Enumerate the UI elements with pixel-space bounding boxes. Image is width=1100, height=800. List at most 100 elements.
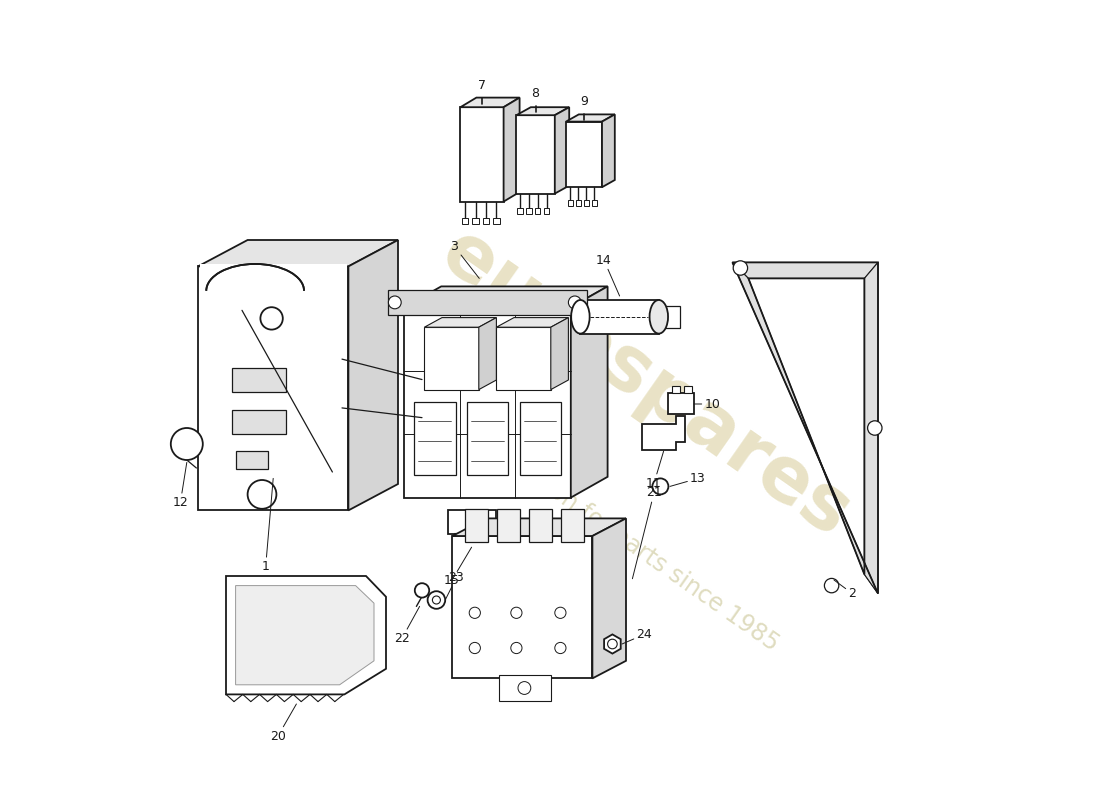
Circle shape [432,596,440,604]
Polygon shape [551,318,569,390]
Bar [232,410,286,434]
Circle shape [388,296,401,309]
Text: 13: 13 [670,472,706,486]
Bar [472,218,478,224]
Ellipse shape [650,300,668,334]
Polygon shape [733,262,878,594]
Text: 14: 14 [596,254,619,296]
Bar [669,393,694,414]
Polygon shape [865,262,878,594]
Bar [535,208,540,214]
Circle shape [428,591,446,609]
Text: a passion for parts since 1985: a passion for parts since 1985 [476,432,783,656]
Bar [236,451,268,469]
Text: 2: 2 [834,580,856,600]
Polygon shape [425,327,478,390]
Polygon shape [425,318,496,327]
Text: 11: 11 [646,451,663,490]
Polygon shape [496,318,569,327]
Text: 15: 15 [443,547,472,587]
Bar [483,533,493,545]
Bar [232,368,286,392]
Text: 3: 3 [450,240,480,278]
Polygon shape [235,586,374,685]
Text: 1: 1 [262,478,273,573]
Text: 12: 12 [173,462,188,509]
Bar [672,386,680,393]
Text: 21: 21 [632,486,662,578]
Bar [199,264,346,294]
Bar [543,208,549,214]
Polygon shape [461,107,504,202]
Polygon shape [405,307,571,498]
Polygon shape [478,318,496,390]
Text: eurospares: eurospares [427,215,865,553]
Bar [466,402,508,475]
Polygon shape [733,262,878,278]
Polygon shape [593,518,626,678]
Polygon shape [496,327,551,390]
Text: 22: 22 [394,606,419,645]
Circle shape [248,480,276,509]
Ellipse shape [571,300,590,334]
Bar [454,533,463,545]
Circle shape [261,307,283,330]
Polygon shape [504,98,519,202]
Bar [517,208,522,214]
Bar [529,509,551,542]
Bar [568,200,573,206]
Circle shape [415,583,429,598]
Text: 10: 10 [694,398,720,410]
Bar [657,306,681,328]
Polygon shape [604,634,620,654]
Polygon shape [566,114,615,122]
Polygon shape [516,115,554,194]
Bar [483,218,490,224]
Bar [584,200,590,206]
Bar [684,386,692,393]
Circle shape [607,639,617,649]
Circle shape [554,607,566,618]
Polygon shape [405,286,607,307]
Bar [498,675,551,701]
Bar [526,208,531,214]
Circle shape [734,261,748,275]
Circle shape [470,607,481,618]
Bar [448,510,496,534]
Text: 8: 8 [531,87,540,100]
Circle shape [518,682,531,694]
Bar [575,200,581,206]
Polygon shape [461,98,519,107]
Polygon shape [452,518,626,536]
Bar [592,200,597,206]
Bar [561,509,584,542]
Circle shape [554,642,566,654]
Text: 9: 9 [581,95,589,108]
Polygon shape [566,122,602,187]
Bar [465,509,487,542]
Polygon shape [642,416,685,450]
Polygon shape [602,114,615,187]
Polygon shape [198,240,398,266]
Bar [414,402,455,475]
Circle shape [868,421,882,435]
Bar [388,290,586,315]
Circle shape [170,428,202,460]
Circle shape [824,578,839,593]
Text: 7: 7 [478,79,486,92]
Circle shape [470,642,481,654]
Bar [462,218,469,224]
Bar [497,509,519,542]
Circle shape [510,607,522,618]
Text: 20: 20 [271,704,296,742]
Polygon shape [554,107,569,194]
Bar [493,218,499,224]
Polygon shape [349,240,398,510]
Text: 24: 24 [621,628,652,644]
Circle shape [510,642,522,654]
Circle shape [652,478,669,494]
Text: 23: 23 [446,571,464,600]
Polygon shape [198,266,349,510]
Polygon shape [452,536,593,678]
Polygon shape [571,286,607,498]
